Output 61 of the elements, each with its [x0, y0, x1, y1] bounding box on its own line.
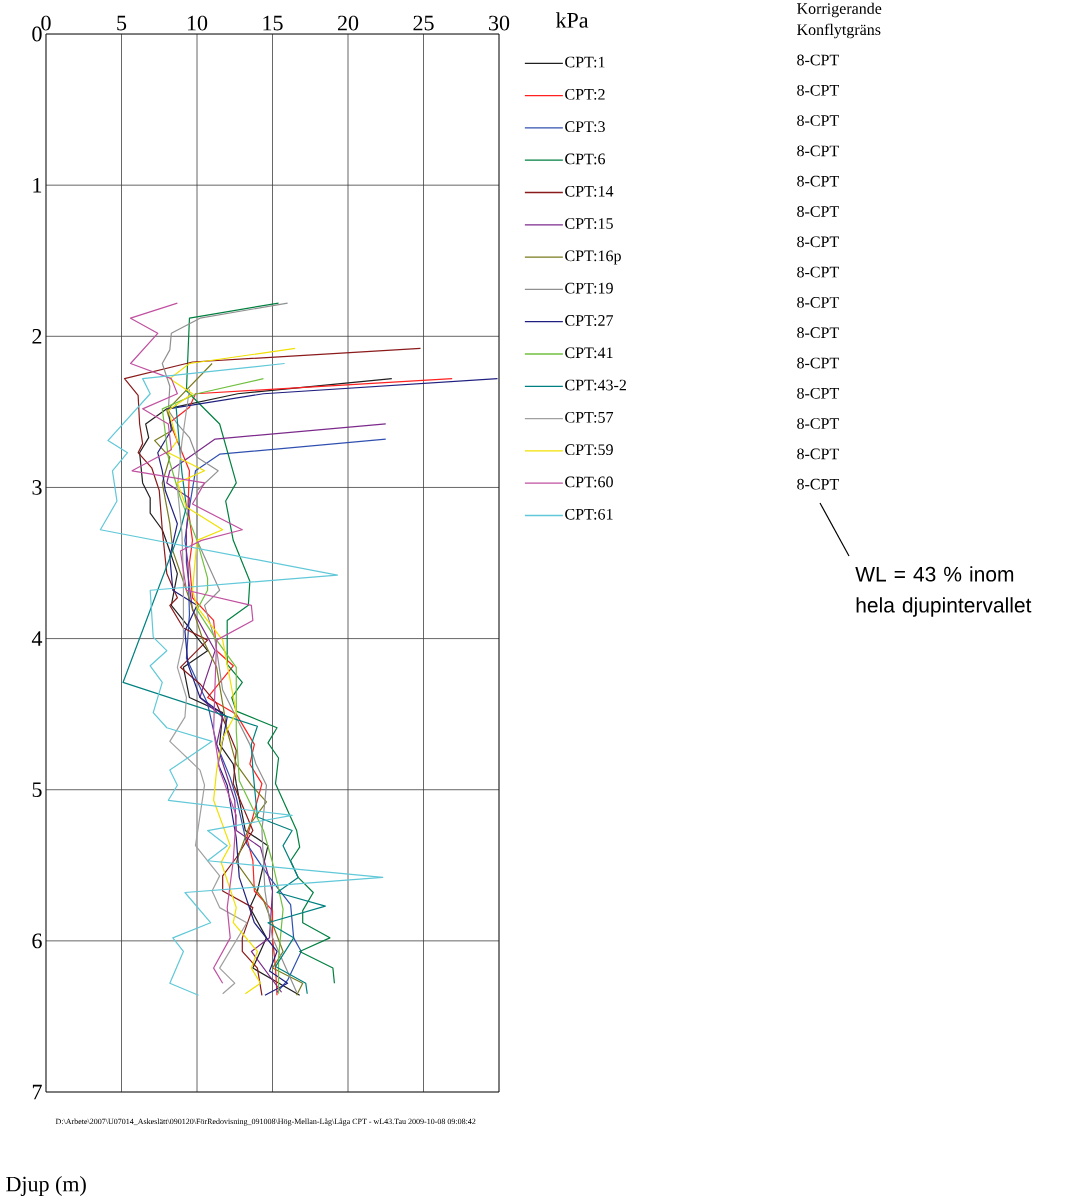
line-series	[154, 362, 304, 996]
line-series	[123, 347, 422, 996]
x-tick-label: 10	[187, 15, 208, 31]
legend-label: CPT:59	[565, 444, 613, 456]
text: 8-CPT	[797, 206, 839, 217]
x-tick-label: 20	[337, 15, 359, 31]
y-axis-title: Djup (m)	[6, 1176, 86, 1196]
y-tick-label: 3	[32, 480, 42, 495]
legend-label: CPT:16p	[565, 250, 621, 265]
legend-label: CPT:41	[565, 347, 613, 359]
legend-label: CPT:27	[565, 315, 614, 326]
line-series	[169, 388, 248, 995]
line-series	[122, 403, 326, 995]
text: D:\Arbete\2007\U07014_Askeslätt\090120\FörRedovisning_091008\Hög-Mellan-Låg\Låga CPT - wL43.Tau 2009-10-08 09:08:42	[55, 1118, 476, 1126]
y-tick-label: 1	[33, 177, 42, 193]
text: 8-CPT	[797, 327, 839, 339]
legend-label: CPT:60	[565, 476, 613, 488]
line-series	[139, 378, 393, 996]
y-tick-label: 7	[32, 1084, 42, 1100]
line-series	[129, 302, 254, 984]
text: 8-CPT	[797, 175, 839, 187]
text: 8-CPT	[797, 297, 839, 308]
legend-label: CPT:19	[565, 282, 613, 294]
y-tick-label: 6	[32, 933, 42, 949]
legend-label: CPT:15	[565, 218, 613, 229]
legend-label: CPT:1	[565, 56, 605, 68]
legend-label: CPT:14	[565, 185, 614, 197]
line-series	[185, 302, 336, 984]
line-series	[169, 378, 453, 996]
text: 8-CPT	[797, 387, 839, 399]
line-series	[99, 362, 384, 996]
legend-label: CPT:57	[565, 412, 614, 423]
y-tick-label: 4	[31, 631, 43, 646]
text: 8-CPT	[797, 236, 839, 248]
text: Korrigerande	[797, 2, 882, 18]
line-series	[157, 378, 499, 996]
legend-label: CPT:43-2	[565, 379, 626, 391]
legend-label: CPT:61	[565, 508, 613, 520]
x-tick-label: 5	[117, 15, 127, 31]
text: 8-CPT	[797, 448, 839, 460]
x-tick-label: 15	[263, 15, 283, 31]
text: 8-CPT	[797, 115, 839, 126]
legend-label: CPT:2	[565, 89, 605, 100]
x-axis-title: kPa	[555, 12, 589, 28]
line-series	[161, 378, 284, 995]
x-tick-label: 30	[489, 15, 510, 31]
text: 8-CPT	[797, 266, 839, 278]
text: WL = 43 % inom hela djupintervallet	[855, 566, 1032, 617]
y-tick-label: 2	[32, 329, 42, 344]
text: 8-CPT	[797, 54, 839, 66]
legend-label: CPT:6	[565, 153, 606, 165]
text: 8-CPT	[797, 84, 839, 96]
text: 8-CPT	[797, 145, 839, 157]
x-tick-label: 25	[413, 15, 434, 31]
text: 8-CPT	[797, 418, 839, 429]
text: 8-CPT	[797, 357, 839, 369]
y-tick-label: 0	[32, 26, 42, 42]
text: Konflytgräns	[797, 23, 881, 39]
text: 8-CPT	[797, 478, 839, 490]
legend-label: CPT:3	[565, 121, 605, 133]
y-tick-label: 5	[32, 782, 42, 798]
